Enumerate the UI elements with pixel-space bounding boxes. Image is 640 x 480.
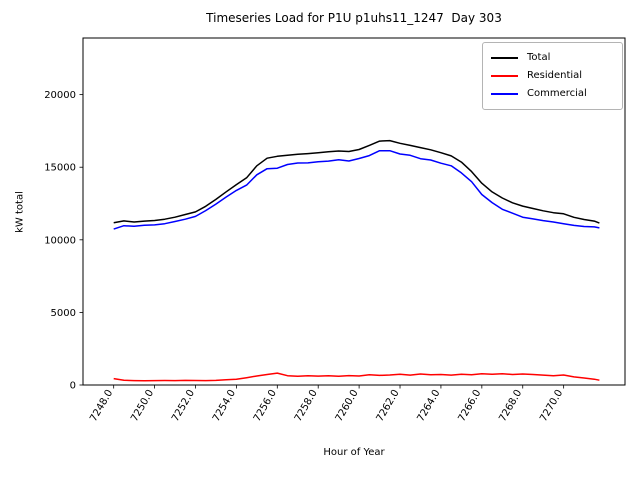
y-axis-tick-label: 5000 [51,308,76,319]
x-axis-tick-label: 7260.0 [334,388,361,424]
total-line [113,139,600,224]
x-axis-label: Hour of Year [323,447,385,458]
x-axis-tick-label: 7268.0 [497,388,524,424]
x-axis-tick-label: 7248.0 [88,388,115,424]
y-axis-label: kW total [14,190,26,233]
x-axis-tick-label: 7256.0 [252,388,279,424]
y-axis-tick-label: 20000 [44,90,76,101]
residential-line-swatch [491,75,518,77]
legend-item-commercial: Commercial [491,89,614,99]
x-axis-tick-label: 7264.0 [415,388,442,424]
plot-frame [82,37,626,386]
total-line-swatch [491,57,518,59]
residential-line [113,372,600,382]
x-axis-tick-label: 7252.0 [170,388,197,424]
x-axis-tick-label: 7254.0 [211,388,238,424]
legend-label-residential: Residential [527,70,583,81]
x-axis-tick-label: 7250.0 [129,388,156,424]
legend-item-residential: Residential [491,71,614,81]
legend-label-total: Total [527,52,551,63]
x-axis-tick-label: 7270.0 [538,388,565,424]
y-axis-tick-label: 10000 [44,235,76,246]
commercial-line [113,149,600,230]
legend-item-total: Total [491,53,614,63]
x-axis-tick-label: 7262.0 [375,388,402,424]
x-axis-tick-label: 7258.0 [293,388,320,424]
legend-label-commercial: Commercial [527,88,587,99]
commercial-line-swatch [491,93,518,95]
y-axis-label-wrap: kW total [12,38,28,385]
chart-title: Timeseries Load for P1U p1uhs11_1247 Day… [206,11,502,25]
y-axis-tick-label: 0 [70,381,76,392]
x-axis-tick-label: 7266.0 [456,388,483,424]
y-axis-tick-label: 15000 [44,163,76,174]
legend: Total Residential Commercial [482,42,623,110]
